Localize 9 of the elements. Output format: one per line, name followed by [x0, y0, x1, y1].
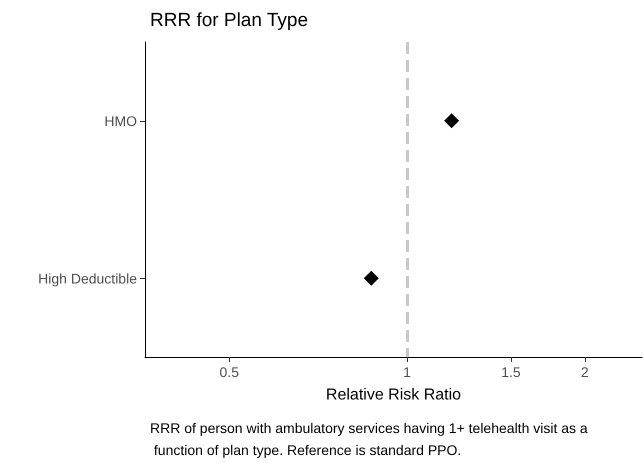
chart-title: RRR for Plan Type — [150, 10, 308, 31]
y-tick-label: HMO — [104, 112, 138, 129]
x-tick-label: 0.5 — [220, 364, 240, 380]
text: RRR of person with ambulatory services having 1+ telehealth visit as a function of plan type. Reference is standard PPO. — [150, 420, 588, 458]
x-tick-label: 1.5 — [501, 364, 521, 380]
x-tick-label: 1 — [403, 364, 412, 380]
x-tick-label: 2 — [580, 364, 589, 380]
y-tick-label: High Deductible — [38, 270, 138, 286]
x-axis-title: Relative Risk Ratio — [326, 386, 462, 404]
